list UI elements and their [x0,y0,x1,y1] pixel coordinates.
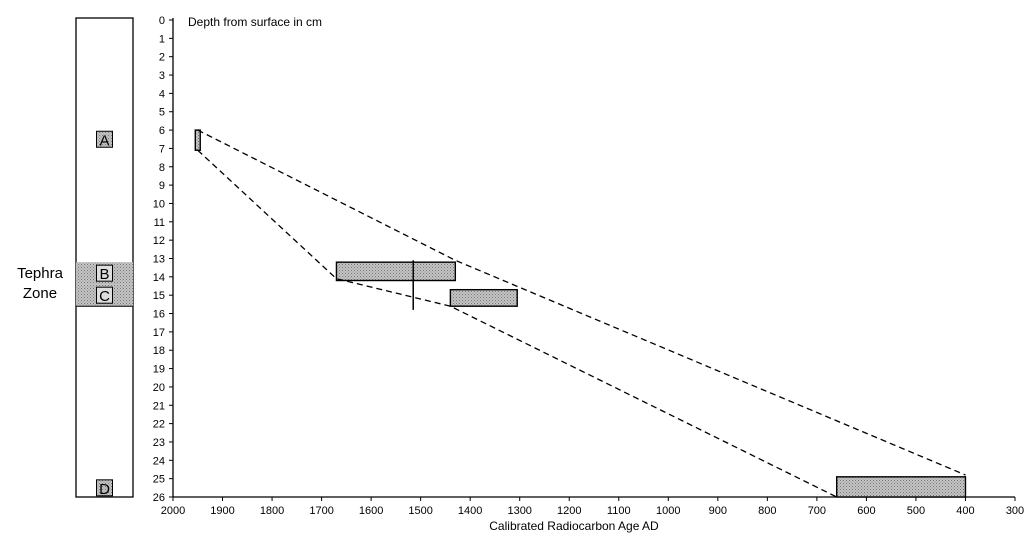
envelope-lines [197,129,966,498]
y-tick-label: 2 [159,52,165,64]
envelope-dashed-line [197,149,837,498]
x-tick-label: 1200 [557,505,581,517]
x-tick-label: 1600 [359,505,383,517]
x-tick-label: 1900 [210,505,234,517]
y-tick-label: 19 [153,364,165,376]
tephra-column-box [75,17,134,498]
y-tick-label: 25 [153,474,165,486]
y-tick-label: 5 [159,107,165,119]
tephra-zone-label: B [99,266,109,283]
x-tick-label: 300 [1006,505,1024,517]
tephra-title-line1: Tephra [17,265,64,282]
y-tick-label: 24 [153,455,165,467]
tephra-zone-column: A BC D Tephra Zone [17,17,134,498]
x-tick-label: 1100 [607,505,631,517]
tephra-label-box-b [96,264,113,282]
tephra-label-box-c [96,286,113,304]
y-tick-label: 13 [153,254,165,266]
envelope-dashed-line [197,129,966,476]
date-range-box [335,261,457,282]
y-tick-label: 12 [153,235,165,247]
y-tick-label: 1 [159,33,165,45]
x-tick-label: 1000 [656,505,680,517]
x-tick-label: 500 [907,505,925,517]
y-tick-label: 11 [154,217,165,229]
x-tick-label: 700 [808,505,826,517]
tephra-title-line2: Zone [23,285,57,302]
y-tick-label: 16 [153,309,165,321]
axis-ticks: 0123456789101112131415161718192021222324… [153,15,1024,533]
y-tick-label: 4 [159,88,165,100]
date-range-boxes [194,129,967,498]
y-tick-label: 0 [159,15,165,27]
tephra-label-box-d [96,479,113,497]
tephra-zone-label: C [99,288,110,305]
plot-area [172,18,1015,498]
y-tick-label: 7 [159,143,165,155]
y-tick-label: 15 [153,290,165,302]
y-tick-label: 26 [153,492,165,504]
x-tick-label: 1400 [458,505,482,517]
y-axis-title: Depth from surface in cm [188,15,322,29]
y-tick-label: 3 [159,70,165,82]
y-tick-label: 23 [153,437,165,449]
y-tick-label: 17 [153,327,165,339]
tephra-zone-label: D [99,481,110,498]
y-tick-label: 22 [153,419,165,431]
x-tick-label: 1800 [260,505,284,517]
x-tick-label: 600 [857,505,875,517]
y-tick-label: 8 [159,162,165,174]
y-tick-label: 18 [153,345,165,357]
date-range-box [835,476,967,498]
y-tick-label: 10 [153,198,165,210]
x-tick-label: 800 [758,505,776,517]
y-tick-label: 21 [153,400,165,412]
x-tick-label: 900 [709,505,727,517]
x-tick-label: 400 [956,505,974,517]
x-tick-label: 1500 [408,505,432,517]
x-tick-label: 2000 [161,505,185,517]
x-tick-label: 1300 [507,505,531,517]
date-range-box [449,288,518,307]
y-tick-label: 9 [159,180,165,192]
y-tick-label: 14 [153,272,165,284]
y-tick-label: 6 [159,125,165,137]
x-axis-title: Calibrated Radiocarbon Age AD [489,519,659,533]
y-tick-label: 20 [153,382,165,394]
tephra-label-box-a [96,130,113,148]
date-range-box [194,129,201,151]
x-tick-label: 1700 [309,505,333,517]
tephra-zone-label: A [99,132,109,149]
